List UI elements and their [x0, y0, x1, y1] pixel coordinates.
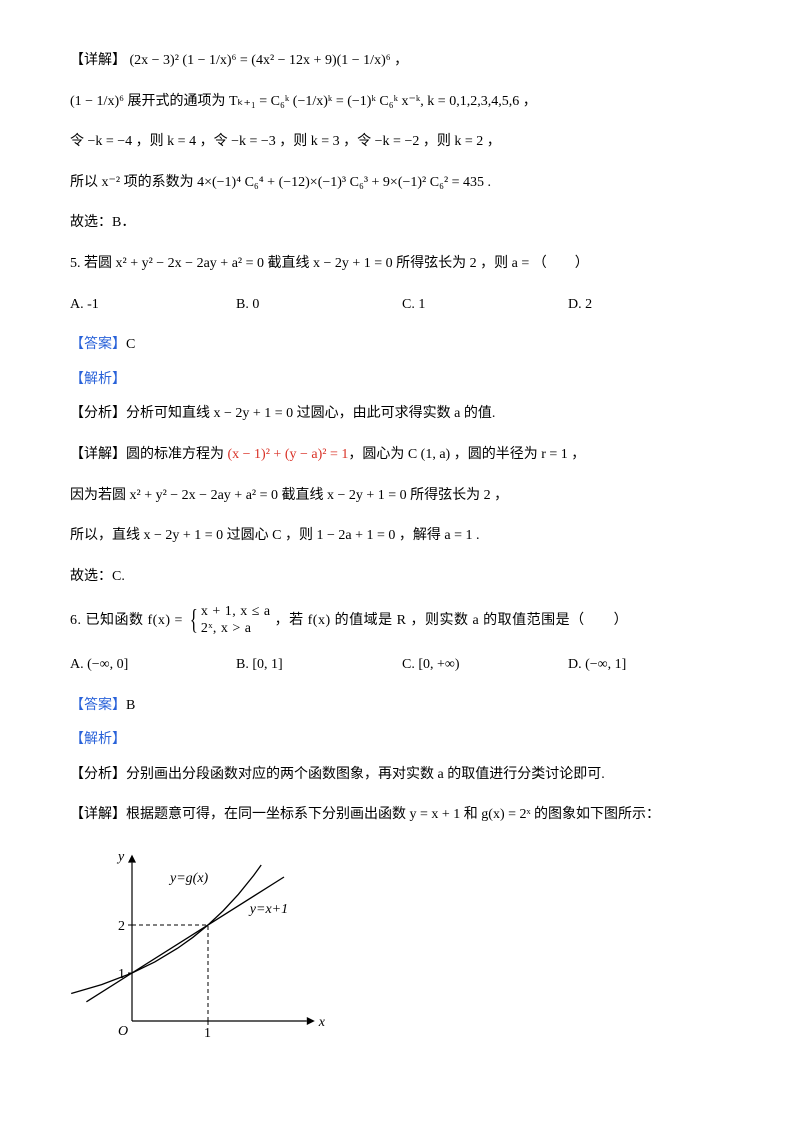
- q5-detail-3-text: 所以，直线 x − 2y + 1 = 0 过圆心 C ，则 1 − 2a + 1…: [70, 528, 480, 543]
- q5-analysis: 【分析】分析可知直线 x − 2y + 1 = 0 过圆心，由此可求得实数 a …: [70, 401, 734, 428]
- q5-stem-text: 5. 若圆 x² + y² − 2x − 2ay + a² = 0 截直线 x …: [70, 256, 589, 271]
- analysis-label: 【分析】: [70, 406, 126, 421]
- page-root: 【详解】 (2x − 3)² (1 − 1/x)⁶ = (4x² − 12x +…: [0, 0, 794, 1103]
- detail-line-4: 所以 x⁻² 项的系数为 4×(−1)⁴ C₆⁴ + (−12)×(−1)³ C…: [70, 170, 734, 197]
- q5-detail-1a: 圆的标准方程为: [126, 447, 228, 462]
- q6-piece-2: 2ˣ, x > a: [201, 621, 271, 638]
- svg-text:2: 2: [118, 919, 125, 934]
- q5-option-d[interactable]: D. 2: [568, 292, 734, 319]
- detail-line-2: (1 − 1/x)⁶ 展开式的通项为 Tₖ₊₁ = C₆ᵏ (−1/x)ᵏ = …: [70, 89, 734, 116]
- q5-conclusion: 故选：C.: [70, 569, 125, 584]
- q6-detail-label: 【详解】: [70, 807, 126, 822]
- q5-option-b[interactable]: B. 0: [236, 292, 402, 319]
- q5-stem: 5. 若圆 x² + y² − 2x − 2ay + a² = 0 截直线 x …: [70, 251, 734, 278]
- conclusion-b: 故选：B．: [70, 215, 135, 230]
- q6-analysis: 【分析】分别画出分段函数对应的两个函数图象，再对实数 a 的取值进行分类讨论即可…: [70, 762, 734, 789]
- q6-stem: 6. 已知函数 f(x) = { x + 1, x ≤ a 2ˣ, x > a …: [70, 604, 734, 638]
- q5-detail-1: 【详解】圆的标准方程为 (x − 1)² + (y − a)² = 1，圆心为 …: [70, 442, 734, 469]
- q6-stem-a: 6. 已知函数 f(x) =: [70, 613, 187, 628]
- detail-line-1: 【详解】 (2x − 3)² (1 − 1/x)⁶ = (4x² − 12x +…: [70, 48, 734, 75]
- q5-detail-4: 故选：C.: [70, 564, 734, 591]
- q5-analysis-text: 分析可知直线 x − 2y + 1 = 0 过圆心，由此可求得实数 a 的值.: [126, 406, 495, 421]
- detail-expr-4: 所以 x⁻² 项的系数为 4×(−1)⁴ C₆⁴ + (−12)×(−1)³ C…: [70, 175, 491, 190]
- q5-options: A. -1 B. 0 C. 1 D. 2: [70, 292, 734, 319]
- q5-detail-2: 因为若圆 x² + y² − 2x − 2ay + a² = 0 截直线 x −…: [70, 483, 734, 510]
- q5-detail-3: 所以，直线 x − 2y + 1 = 0 过圆心 C ，则 1 − 2a + 1…: [70, 523, 734, 550]
- q5-detail-label: 【详解】: [70, 447, 126, 462]
- detail-line-3: 令 −k = −4 ，则 k = 4 ，令 −k = −3 ，则 k = 3 ，…: [70, 129, 734, 156]
- q6-jiexi-label: 【解析】: [70, 727, 734, 754]
- q5-option-c[interactable]: C. 1: [402, 292, 568, 319]
- q5-detail-1-red: (x − 1)² + (y − a)² = 1: [228, 447, 349, 462]
- svg-text:x: x: [318, 1015, 326, 1030]
- q6-answer-label: 【答案】: [70, 698, 126, 713]
- svg-text:y: y: [116, 849, 125, 864]
- answer-label: 【答案】: [70, 337, 126, 352]
- q6-detail: 【详解】根据题意可得，在同一坐标系下分别画出函数 y = x + 1 和 g(x…: [70, 802, 734, 829]
- q6-answer: 【答案】B: [70, 693, 734, 720]
- q5-option-a[interactable]: A. -1: [70, 292, 236, 319]
- q6-options: A. (−∞, 0] B. [0, 1] C. [0, +∞) D. (−∞, …: [70, 652, 734, 679]
- q6-option-c[interactable]: C. [0, +∞): [402, 652, 568, 679]
- graph-container: y x O 1 1 2 y=g(x) y=x+1: [70, 843, 330, 1063]
- q6-stem-b: ，若 f(x) 的值域是 R ，则实数 a 的取值范围是（ ）: [271, 613, 629, 628]
- q5-detail-1b: ，圆心为 C (1, a) ，圆的半径为 r = 1 ，: [348, 447, 585, 462]
- detail-line-5: 故选：B．: [70, 210, 734, 237]
- svg-text:1: 1: [204, 1026, 211, 1041]
- q6-option-d[interactable]: D. (−∞, 1]: [568, 652, 734, 679]
- q5-answer: 【答案】C: [70, 332, 734, 359]
- svg-text:y=x+1: y=x+1: [248, 902, 288, 917]
- q6-answer-value: B: [126, 698, 135, 713]
- q5-jiexi-label: 【解析】: [70, 367, 734, 394]
- graph-svg: y x O 1 1 2 y=g(x) y=x+1: [70, 843, 330, 1063]
- svg-text:y=g(x): y=g(x): [168, 871, 209, 886]
- detail-expr-3: 令 −k = −4 ，则 k = 4 ，令 −k = −3 ，则 k = 3 ，…: [70, 134, 501, 149]
- q6-analysis-label: 【分析】: [70, 767, 126, 782]
- svg-text:O: O: [118, 1024, 128, 1039]
- q5-detail-2-text: 因为若圆 x² + y² − 2x − 2ay + a² = 0 截直线 x −…: [70, 488, 508, 503]
- detail-expr-1: (2x − 3)² (1 − 1/x)⁶ = (4x² − 12x + 9)(1…: [130, 53, 409, 68]
- svg-text:1: 1: [118, 967, 125, 982]
- q6-option-b[interactable]: B. [0, 1]: [236, 652, 402, 679]
- q5-answer-value: C: [126, 337, 135, 352]
- q6-detail-text: 根据题意可得，在同一坐标系下分别画出函数 y = x + 1 和 g(x) = …: [126, 807, 660, 822]
- q6-option-a[interactable]: A. (−∞, 0]: [70, 652, 236, 679]
- q6-analysis-text: 分别画出分段函数对应的两个函数图象，再对实数 a 的取值进行分类讨论即可.: [126, 767, 605, 782]
- detail-label: 【详解】: [70, 53, 126, 68]
- q6-piece-1: x + 1, x ≤ a: [201, 604, 271, 621]
- detail-expr-2: (1 − 1/x)⁶ 展开式的通项为 Tₖ₊₁ = C₆ᵏ (−1/x)ᵏ = …: [70, 94, 537, 109]
